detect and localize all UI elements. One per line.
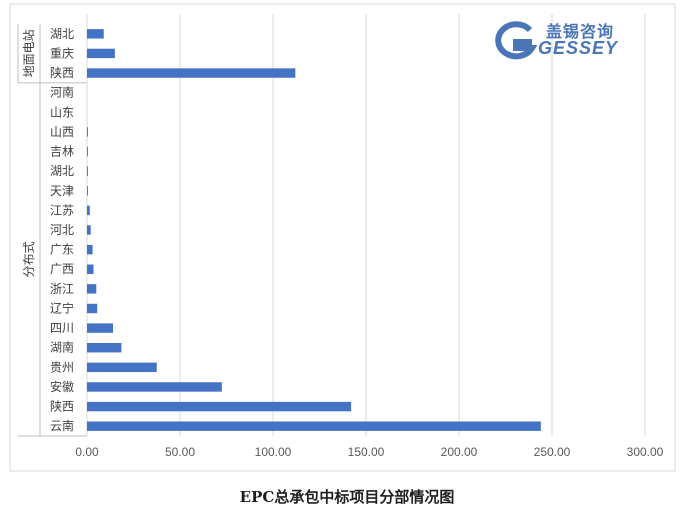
group-label: 分布式: [22, 241, 36, 277]
category-label: 四川: [50, 321, 74, 335]
category-label: 吉林: [50, 145, 74, 159]
category-label: 山东: [50, 105, 74, 119]
category-label: 河南: [50, 85, 74, 100]
category-label: 云南: [50, 418, 74, 433]
bar: [87, 127, 88, 137]
gessey-logo: 盖锡咨询 GESSEY: [486, 16, 646, 62]
bar: [87, 343, 122, 353]
bar: [87, 362, 157, 373]
bar: [87, 29, 104, 39]
logo-english-text: GESSEY: [538, 38, 619, 58]
bar: [87, 186, 88, 196]
bar: [87, 303, 98, 314]
chart-frame: [9, 3, 676, 472]
category-label: 浙江: [50, 282, 74, 296]
category-label: 广西: [50, 262, 74, 276]
category-labels: 湖北重庆陕西河南山东山西吉林湖北天津江苏河北广东广西浙江辽宁四川湖南贵州安徽陕西…: [50, 26, 74, 433]
x-tick-label: 100.00: [255, 445, 292, 459]
bar: [87, 68, 296, 78]
bar: [87, 48, 115, 59]
bar: [87, 146, 88, 157]
bar: [87, 323, 114, 333]
bars: [87, 29, 541, 431]
category-label: 陕西: [50, 399, 74, 414]
bar: [87, 421, 541, 431]
logo-mark-icon: [495, 21, 538, 60]
category-label: 山西: [50, 125, 74, 139]
bar: [87, 225, 91, 235]
logo-chinese-text: 盖锡咨询: [546, 22, 615, 41]
x-axis-ticks: 0.00 50.00 100.00 150.00 200.00 250.00 300.00: [75, 445, 663, 459]
category-label: 河北: [50, 223, 74, 237]
x-tick-label: 0.00: [75, 445, 99, 459]
category-label: 湖北: [50, 163, 74, 178]
bar: [87, 166, 88, 176]
category-label: 湖北: [50, 26, 74, 41]
x-tick-label: 150.00: [348, 445, 385, 459]
bar: [87, 382, 222, 392]
category-label: 安徽: [50, 379, 74, 394]
x-tick-label: 300.00: [627, 445, 664, 459]
category-label: 辽宁: [50, 300, 74, 315]
x-tick-label: 250.00: [534, 445, 571, 459]
category-label: 广东: [50, 243, 74, 257]
bar: [87, 401, 352, 412]
category-label: 贵州: [50, 360, 74, 374]
category-label: 陕西: [50, 65, 74, 80]
category-label: 天津: [50, 184, 74, 198]
bar: [87, 244, 93, 255]
chart-title: EPC总承包中标项目分部情况图: [239, 488, 455, 506]
category-label: 重庆: [50, 46, 74, 60]
group-label: 地面电站: [22, 29, 36, 77]
x-tick-label: 50.00: [165, 445, 195, 459]
bar: [87, 284, 97, 294]
bar: [87, 205, 90, 216]
category-label: 江苏: [50, 203, 74, 217]
bar: [87, 264, 94, 274]
category-label: 湖南: [50, 340, 74, 355]
x-tick-label: 200.00: [441, 445, 478, 459]
